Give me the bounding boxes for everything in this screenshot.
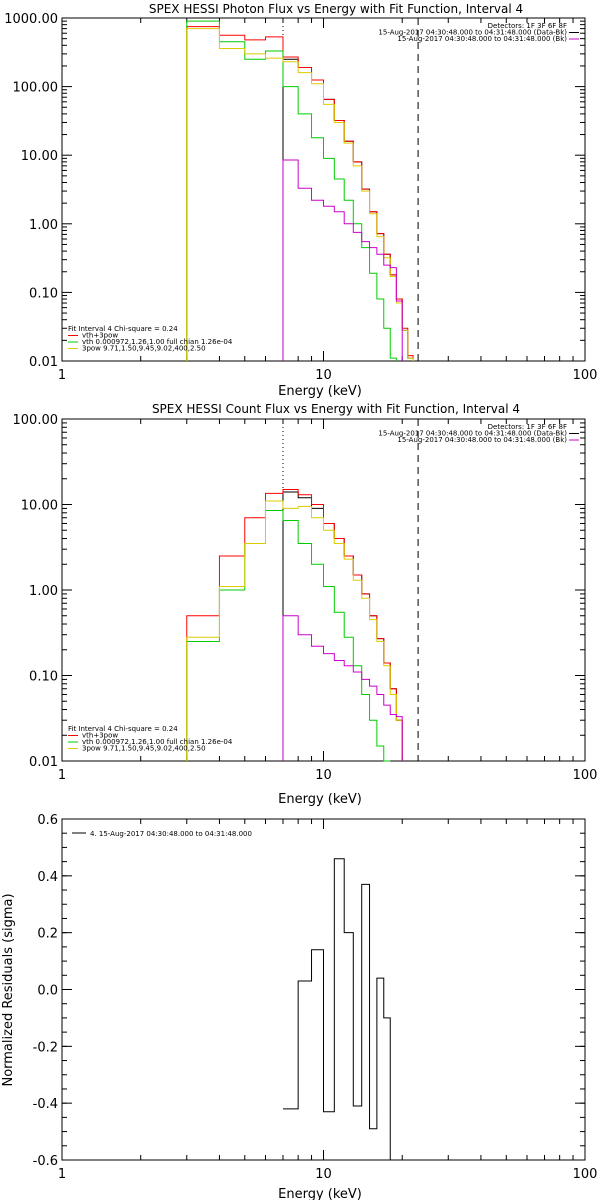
residuals-panel: Energy (keV) Normalized Residuals (sigma…: [1, 813, 597, 1200]
fit-legend-line: Fit Interval 4 Chi-square = 0.24: [68, 325, 178, 333]
info-line: 15-Aug-2017 04:30:48.000 to 04:31:48.000…: [397, 436, 567, 444]
count-flux-panel: SPEX HESSI Count Flux vs Energy with Fit…: [13, 402, 598, 807]
residuals-xlabel: Energy (keV): [278, 1187, 362, 1200]
y-tick-label: 1.00: [29, 218, 58, 233]
photon-flux-title: SPEX HESSI Photon Flux vs Energy with Fi…: [149, 2, 523, 16]
series-1-histogram: [186, 488, 403, 761]
series-0-histogram: [282, 58, 414, 361]
y-tick-label: 100.00: [13, 413, 59, 428]
y-tick-label: 0.2: [37, 927, 58, 942]
y-tick-label: 0.10: [29, 670, 58, 685]
photon-flux-panel: SPEX HESSI Photon Flux vs Energy with Fi…: [4, 2, 597, 399]
y-tick-label: 0.01: [29, 755, 58, 770]
y-tick-label: -0.6: [33, 1154, 58, 1169]
plot-frame: [61, 418, 586, 762]
series-2-histogram: [186, 20, 397, 361]
count-flux-xlabel: Energy (keV): [278, 792, 362, 807]
y-tick-label: 0.0: [37, 984, 58, 999]
x-tick-label: 1: [58, 1167, 66, 1182]
fit-legend-line: vth 0.000972,1.26,1.00 full chian 1.26e-…: [82, 738, 233, 746]
series-2-histogram: [186, 510, 391, 762]
fit-legend-line: vth+3pow: [82, 332, 118, 340]
y-tick-label: 1.00: [29, 584, 58, 599]
fit-legend-line: vth 0.000972,1.26,1.00 full chian 1.26e-…: [82, 338, 233, 346]
x-tick-label: 1: [58, 368, 66, 383]
info-line: 15-Aug-2017 04:30:48.000 to 04:31:48.000…: [397, 35, 567, 43]
plot-frame: [61, 17, 586, 362]
y-tick-label: 0.6: [37, 813, 58, 828]
x-tick-label: 10: [315, 768, 332, 783]
fit-legend-line: Fit Interval 4 Chi-square = 0.24: [68, 725, 178, 733]
info-line: Detectors: 1F 3F 6F 8F: [488, 423, 567, 431]
x-tick-label: 10: [315, 368, 332, 383]
info-line: 15-Aug-2017 04:30:48.000 to 04:31:48.000…: [378, 430, 567, 438]
info-line: 15-Aug-2017 04:30:48.000 to 04:31:48.000…: [378, 29, 567, 37]
fit-legend-line: 3pow 9.71,1.50,9.45,9.02,400,2.50: [82, 745, 206, 753]
series-4-histogram: [282, 615, 403, 761]
residual-legend-label: 4. 15-Aug-2017 04:30:48.000 to 04:31:48.…: [90, 830, 252, 838]
y-tick-label: 1000.00: [4, 12, 58, 27]
info-line: Detectors: 1F 3F 6F 8F: [488, 22, 567, 30]
fit-legend-line: vth+3pow: [82, 732, 118, 740]
y-tick-label: 10.00: [21, 499, 58, 514]
y-tick-label: -0.4: [33, 1097, 58, 1112]
series-3-histogram: [186, 28, 414, 361]
fit-legend-line: 3pow 9.71,1.50,9.45,9.02,400,2.50: [82, 345, 206, 353]
x-tick-label: 10: [315, 1167, 332, 1182]
count-flux-title: SPEX HESSI Count Flux vs Energy with Fit…: [152, 402, 520, 416]
y-tick-label: 0.01: [29, 355, 58, 370]
x-tick-label: 100: [573, 368, 598, 383]
y-tick-label: 0.4: [37, 870, 58, 885]
residuals-ylabel: Normalized Residuals (sigma): [1, 893, 16, 1086]
y-tick-label: -0.2: [33, 1040, 58, 1055]
y-tick-label: 0.10: [29, 286, 58, 301]
x-tick-label: 100: [573, 768, 598, 783]
series-3-histogram: [186, 500, 403, 761]
x-tick-label: 100: [573, 1167, 598, 1182]
series-1-histogram: [186, 26, 414, 361]
x-tick-label: 1: [58, 768, 66, 783]
y-tick-label: 100.00: [13, 81, 59, 96]
series-0-histogram: [282, 858, 391, 1160]
series-4-histogram: [282, 159, 403, 361]
photon-flux-xlabel: Energy (keV): [278, 384, 362, 399]
y-tick-label: 10.00: [21, 149, 58, 164]
series-0-histogram: [282, 491, 403, 761]
